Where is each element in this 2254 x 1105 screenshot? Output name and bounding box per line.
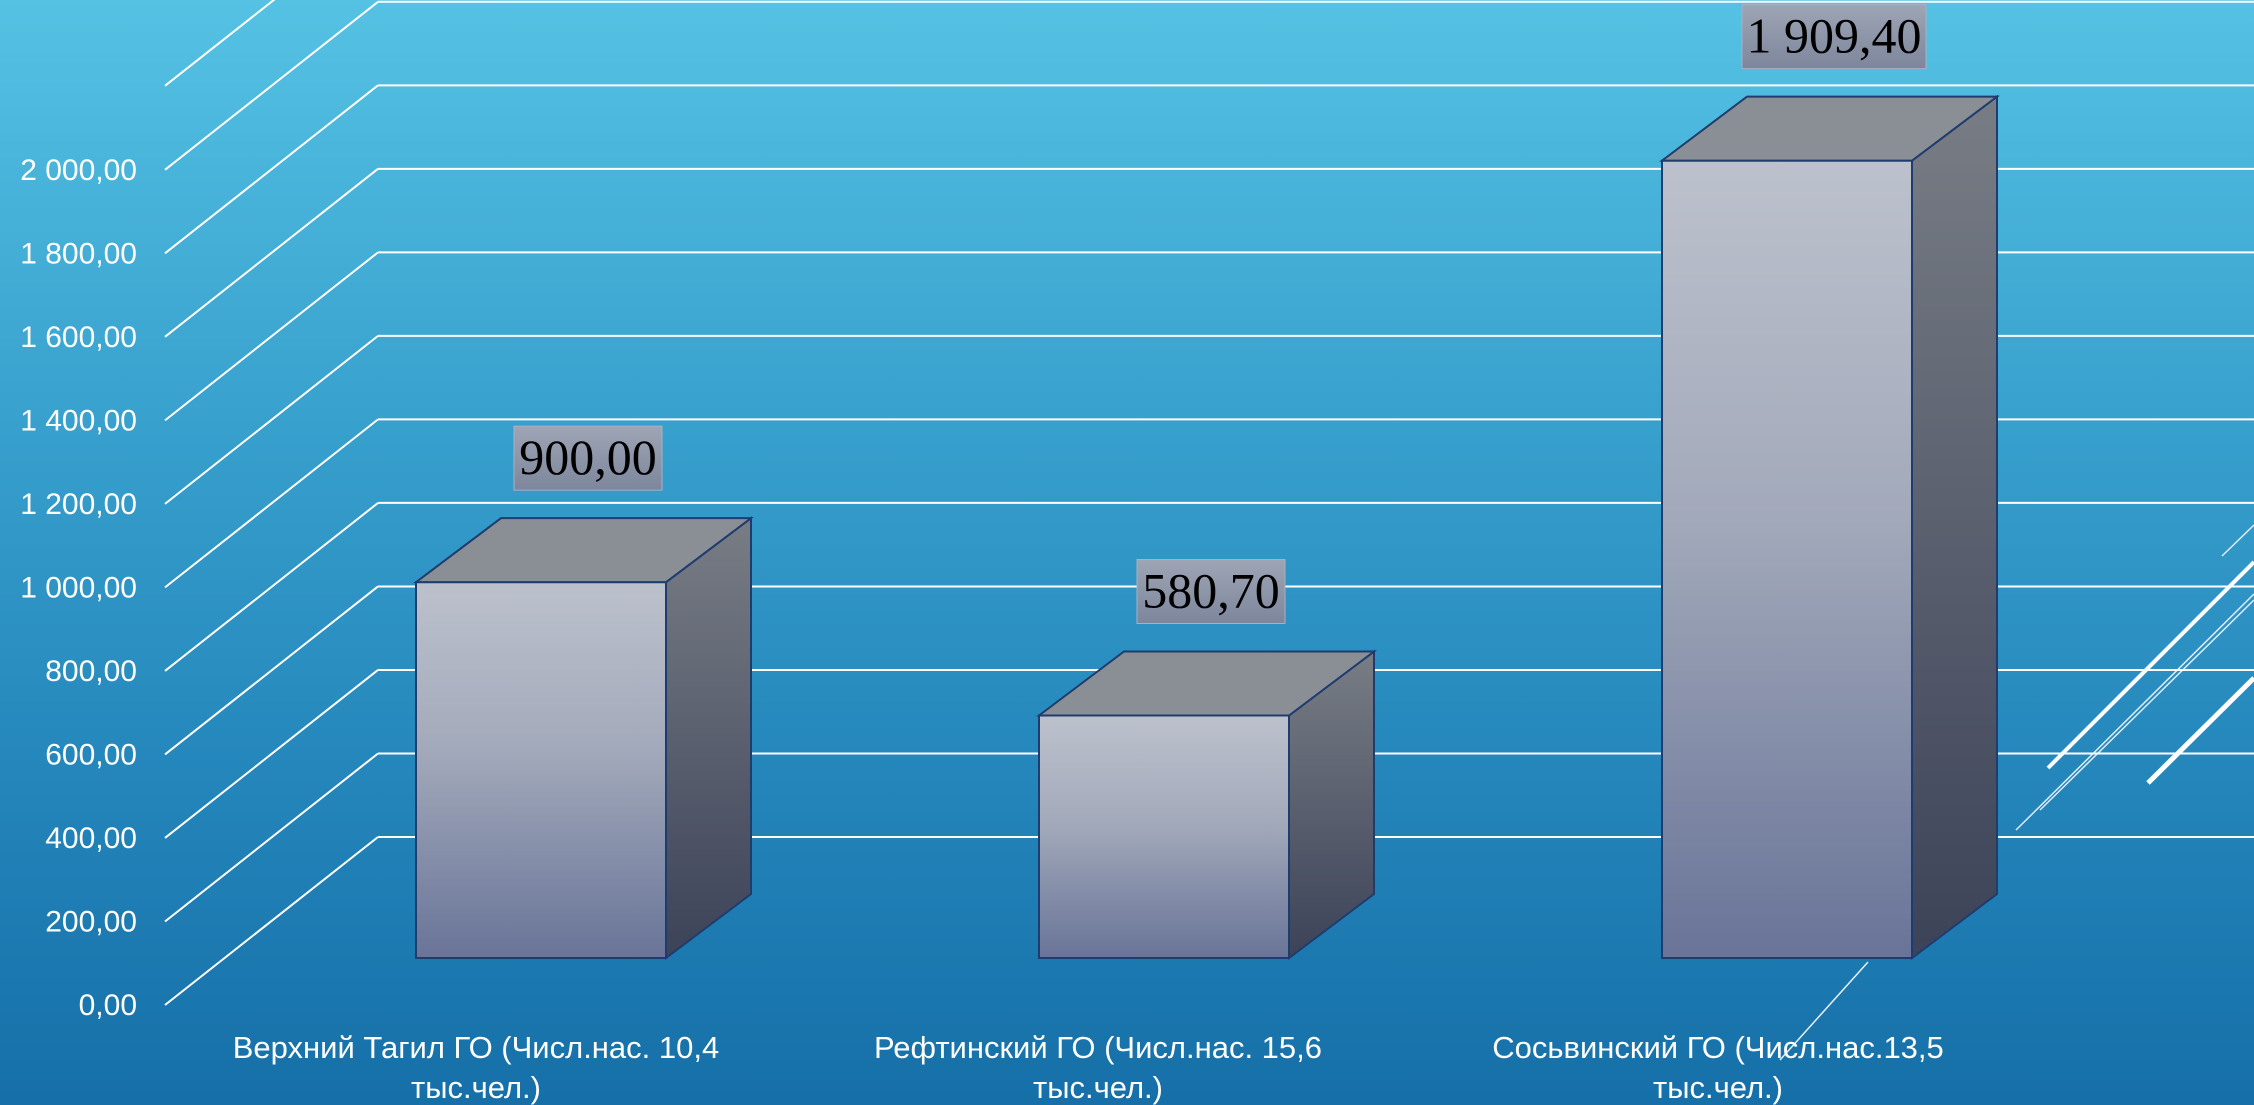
- decor-stroke: [2015, 593, 2254, 831]
- y-axis-ticks: 0,00 200,00 400,00 600,00 800,00 1 000,00 1 20…: [20, 154, 137, 1022]
- data-labels: 900,00 580,70 1 909,40: [513, 4, 1927, 624]
- y-tick-label: 1 800,00: [20, 237, 137, 270]
- data-label: 900,00: [513, 425, 663, 491]
- decorative-lines: [1779, 524, 2254, 1061]
- y-tick-label: 0,00: [79, 989, 137, 1022]
- gridline-diagonal: [164, 251, 379, 422]
- x-category-label: Верхний Тагил ГО (Числ.нас. 10,4 тыс.чел.…: [233, 1030, 719, 1105]
- y-tick-label: 800,00: [45, 655, 137, 688]
- decor-stroke: [1779, 961, 1869, 1061]
- gridline-diagonal: [164, 335, 379, 505]
- x-category-label: Рефтинский ГО (Числ.нас. 15,6 тыс.чел.): [874, 1030, 1322, 1105]
- gridline-diagonal: [164, 836, 379, 1006]
- bar-front-face: [1661, 159, 1913, 959]
- bar-side-face: [665, 516, 752, 961]
- data-label-text: 580,70: [1142, 562, 1280, 618]
- y-tick-label: 1 600,00: [20, 321, 137, 354]
- y-tick-label: 1 000,00: [20, 571, 137, 604]
- decor-stroke: [2039, 599, 2254, 811]
- bar-top-face: [413, 517, 754, 584]
- data-label-box: [1741, 4, 1927, 70]
- bar-top-face: [1659, 95, 2000, 162]
- gridline-diagonal: [164, 585, 379, 756]
- bar-front-face: [415, 581, 667, 959]
- gridline-diagonal: [164, 502, 379, 672]
- data-label-box: [1136, 558, 1286, 624]
- y-tick-label: 1 200,00: [20, 488, 137, 521]
- data-label-box: [513, 425, 663, 491]
- x-category-label: Сосьвинский ГО (Числ.нас.13,5 тыс.чел.): [1492, 1030, 1944, 1105]
- bar-top-face: [1036, 650, 1377, 717]
- gridline-diagonal: [164, 168, 379, 338]
- bar: [413, 516, 754, 961]
- bar: [1036, 649, 1377, 961]
- y-tick-label: 200,00: [45, 905, 137, 938]
- gridline-diagonal: [164, 1, 379, 171]
- gridline-diagonal: [164, 669, 379, 839]
- y-tick-label: 1 400,00: [20, 404, 137, 437]
- y-tick-label: 2 000,00: [20, 154, 137, 187]
- gridline-diagonal: [164, 418, 379, 589]
- data-label: 580,70: [1136, 558, 1286, 624]
- y-tick-label: 600,00: [45, 738, 137, 771]
- x-axis-categories: Верхний Тагил ГО (Числ.нас. 10,4 тыс.чел.…: [233, 1030, 1944, 1105]
- data-label-text: 1 909,40: [1747, 8, 1922, 64]
- decor-stroke: [2221, 524, 2254, 557]
- y-tick-label: 400,00: [45, 822, 137, 855]
- data-label: 1 909,40: [1741, 4, 1927, 70]
- gridline-diagonal: [164, 84, 379, 255]
- decor-stroke: [2046, 560, 2254, 770]
- data-label-text: 900,00: [519, 429, 657, 485]
- bars: [413, 94, 2000, 961]
- bar-front-face: [1038, 714, 1290, 960]
- bar: [1659, 94, 2000, 961]
- gridline-diagonal: [164, 752, 379, 923]
- gridline-diagonal: [164, 0, 276, 87]
- bar-side-face: [1911, 94, 1998, 961]
- decor-stroke: [2146, 676, 2254, 785]
